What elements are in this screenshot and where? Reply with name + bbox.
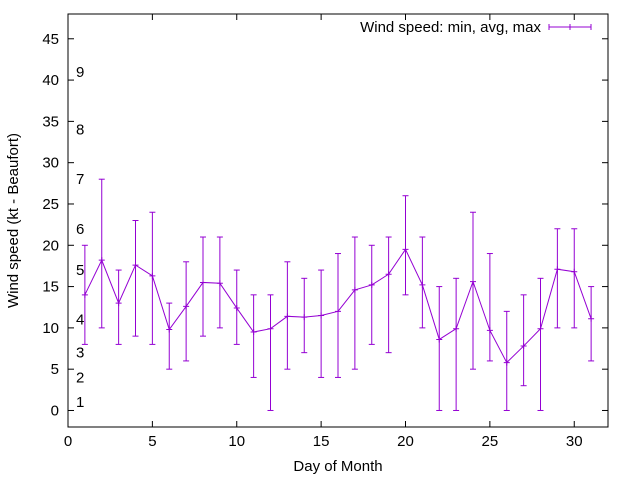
- data-point: [453, 325, 460, 332]
- x-axis-label: Day of Month: [293, 458, 382, 475]
- data-point: [250, 329, 257, 336]
- data-point: [200, 279, 206, 286]
- data-point: [233, 305, 240, 312]
- data-point: [81, 291, 88, 298]
- error-bar: [267, 294, 274, 411]
- data-point: [183, 303, 190, 310]
- error-bar: [453, 277, 460, 411]
- error-bar: [436, 286, 443, 411]
- error-bar: [183, 261, 190, 362]
- data-point: [149, 272, 156, 279]
- data-point: [571, 268, 578, 275]
- legend-sample: [548, 24, 592, 30]
- data-point: [436, 336, 443, 343]
- y-tick-label: 0: [51, 402, 59, 419]
- error-bar: [470, 211, 476, 370]
- error-bar: [368, 244, 375, 345]
- data-point: [98, 257, 105, 264]
- data-point: [486, 327, 493, 334]
- x-tick-label: 30: [566, 433, 583, 450]
- y-tick-label: 15: [42, 279, 59, 296]
- error-bar: [351, 236, 358, 370]
- legend: Wind speed: min, avg, max: [360, 19, 592, 36]
- data-point: [368, 281, 375, 288]
- legend-entry-label: Wind speed: min, avg, max: [360, 19, 541, 36]
- beaufort-label: 2: [76, 369, 84, 386]
- y-axis-label: Wind speed (kt - Beaufort): [5, 133, 22, 308]
- error-bar: [318, 269, 325, 378]
- y-tick-label: 20: [42, 237, 59, 254]
- data-point: [335, 308, 341, 315]
- data-point: [301, 314, 308, 321]
- beaufort-labels: 1 2 3 4 5 6 7 8 9: [76, 64, 84, 411]
- error-bar: [588, 286, 595, 362]
- data-point: [351, 286, 358, 293]
- data-point: [554, 266, 561, 273]
- data-point: [166, 326, 173, 333]
- error-bar: [250, 294, 257, 378]
- x-tick-label: 20: [397, 433, 414, 450]
- plot-frame: [67, 13, 609, 428]
- data-point: [385, 271, 392, 278]
- error-bar: [200, 236, 206, 337]
- y-tick-label: 5: [51, 361, 59, 378]
- error-bar: [98, 178, 105, 329]
- x-tick-label: 25: [482, 433, 499, 450]
- beaufort-label: 4: [76, 312, 84, 329]
- x-tick-label: 5: [148, 433, 156, 450]
- data-point: [537, 325, 544, 332]
- error-bar: [402, 195, 409, 296]
- series-layer: [81, 178, 595, 411]
- data-point: [267, 325, 274, 332]
- data-point: [520, 343, 527, 350]
- data-point: [115, 300, 122, 307]
- y-tick-label: 40: [42, 72, 59, 89]
- error-bar: [385, 236, 392, 354]
- data-point: [402, 246, 409, 253]
- error-bar: [486, 253, 493, 362]
- beaufort-label: 8: [76, 122, 84, 139]
- x-tick-label: 0: [64, 433, 72, 450]
- data-point: [419, 281, 426, 288]
- x-tick-label: 15: [313, 433, 330, 450]
- data-point: [216, 280, 223, 287]
- y-tick-label: 25: [42, 196, 59, 213]
- beaufort-label: 7: [76, 171, 84, 188]
- data-point: [503, 359, 510, 366]
- error-bar: [132, 220, 139, 337]
- y-tick-label: 10: [42, 320, 59, 337]
- error-bar: [537, 277, 544, 411]
- beaufort-label: 6: [76, 221, 84, 238]
- x-tick-label: 10: [228, 433, 245, 450]
- data-point: [588, 315, 595, 322]
- y-tick-label: 45: [42, 31, 59, 48]
- error-bar: [554, 228, 561, 329]
- data-point: [132, 262, 139, 269]
- error-bar: [571, 228, 578, 329]
- y-tick-label: 35: [42, 113, 59, 130]
- error-bar: [335, 253, 341, 378]
- beaufort-label: 1: [76, 394, 84, 411]
- beaufort-label: 5: [76, 262, 84, 279]
- data-point: [284, 313, 291, 320]
- beaufort-label: 3: [76, 345, 84, 362]
- error-bar: [166, 302, 173, 370]
- data-point: [470, 278, 476, 285]
- error-bar: [115, 269, 122, 345]
- beaufort-label: 9: [76, 64, 84, 81]
- error-bar: [520, 294, 527, 387]
- y-tick-label: 30: [42, 155, 59, 172]
- data-point: [318, 312, 325, 319]
